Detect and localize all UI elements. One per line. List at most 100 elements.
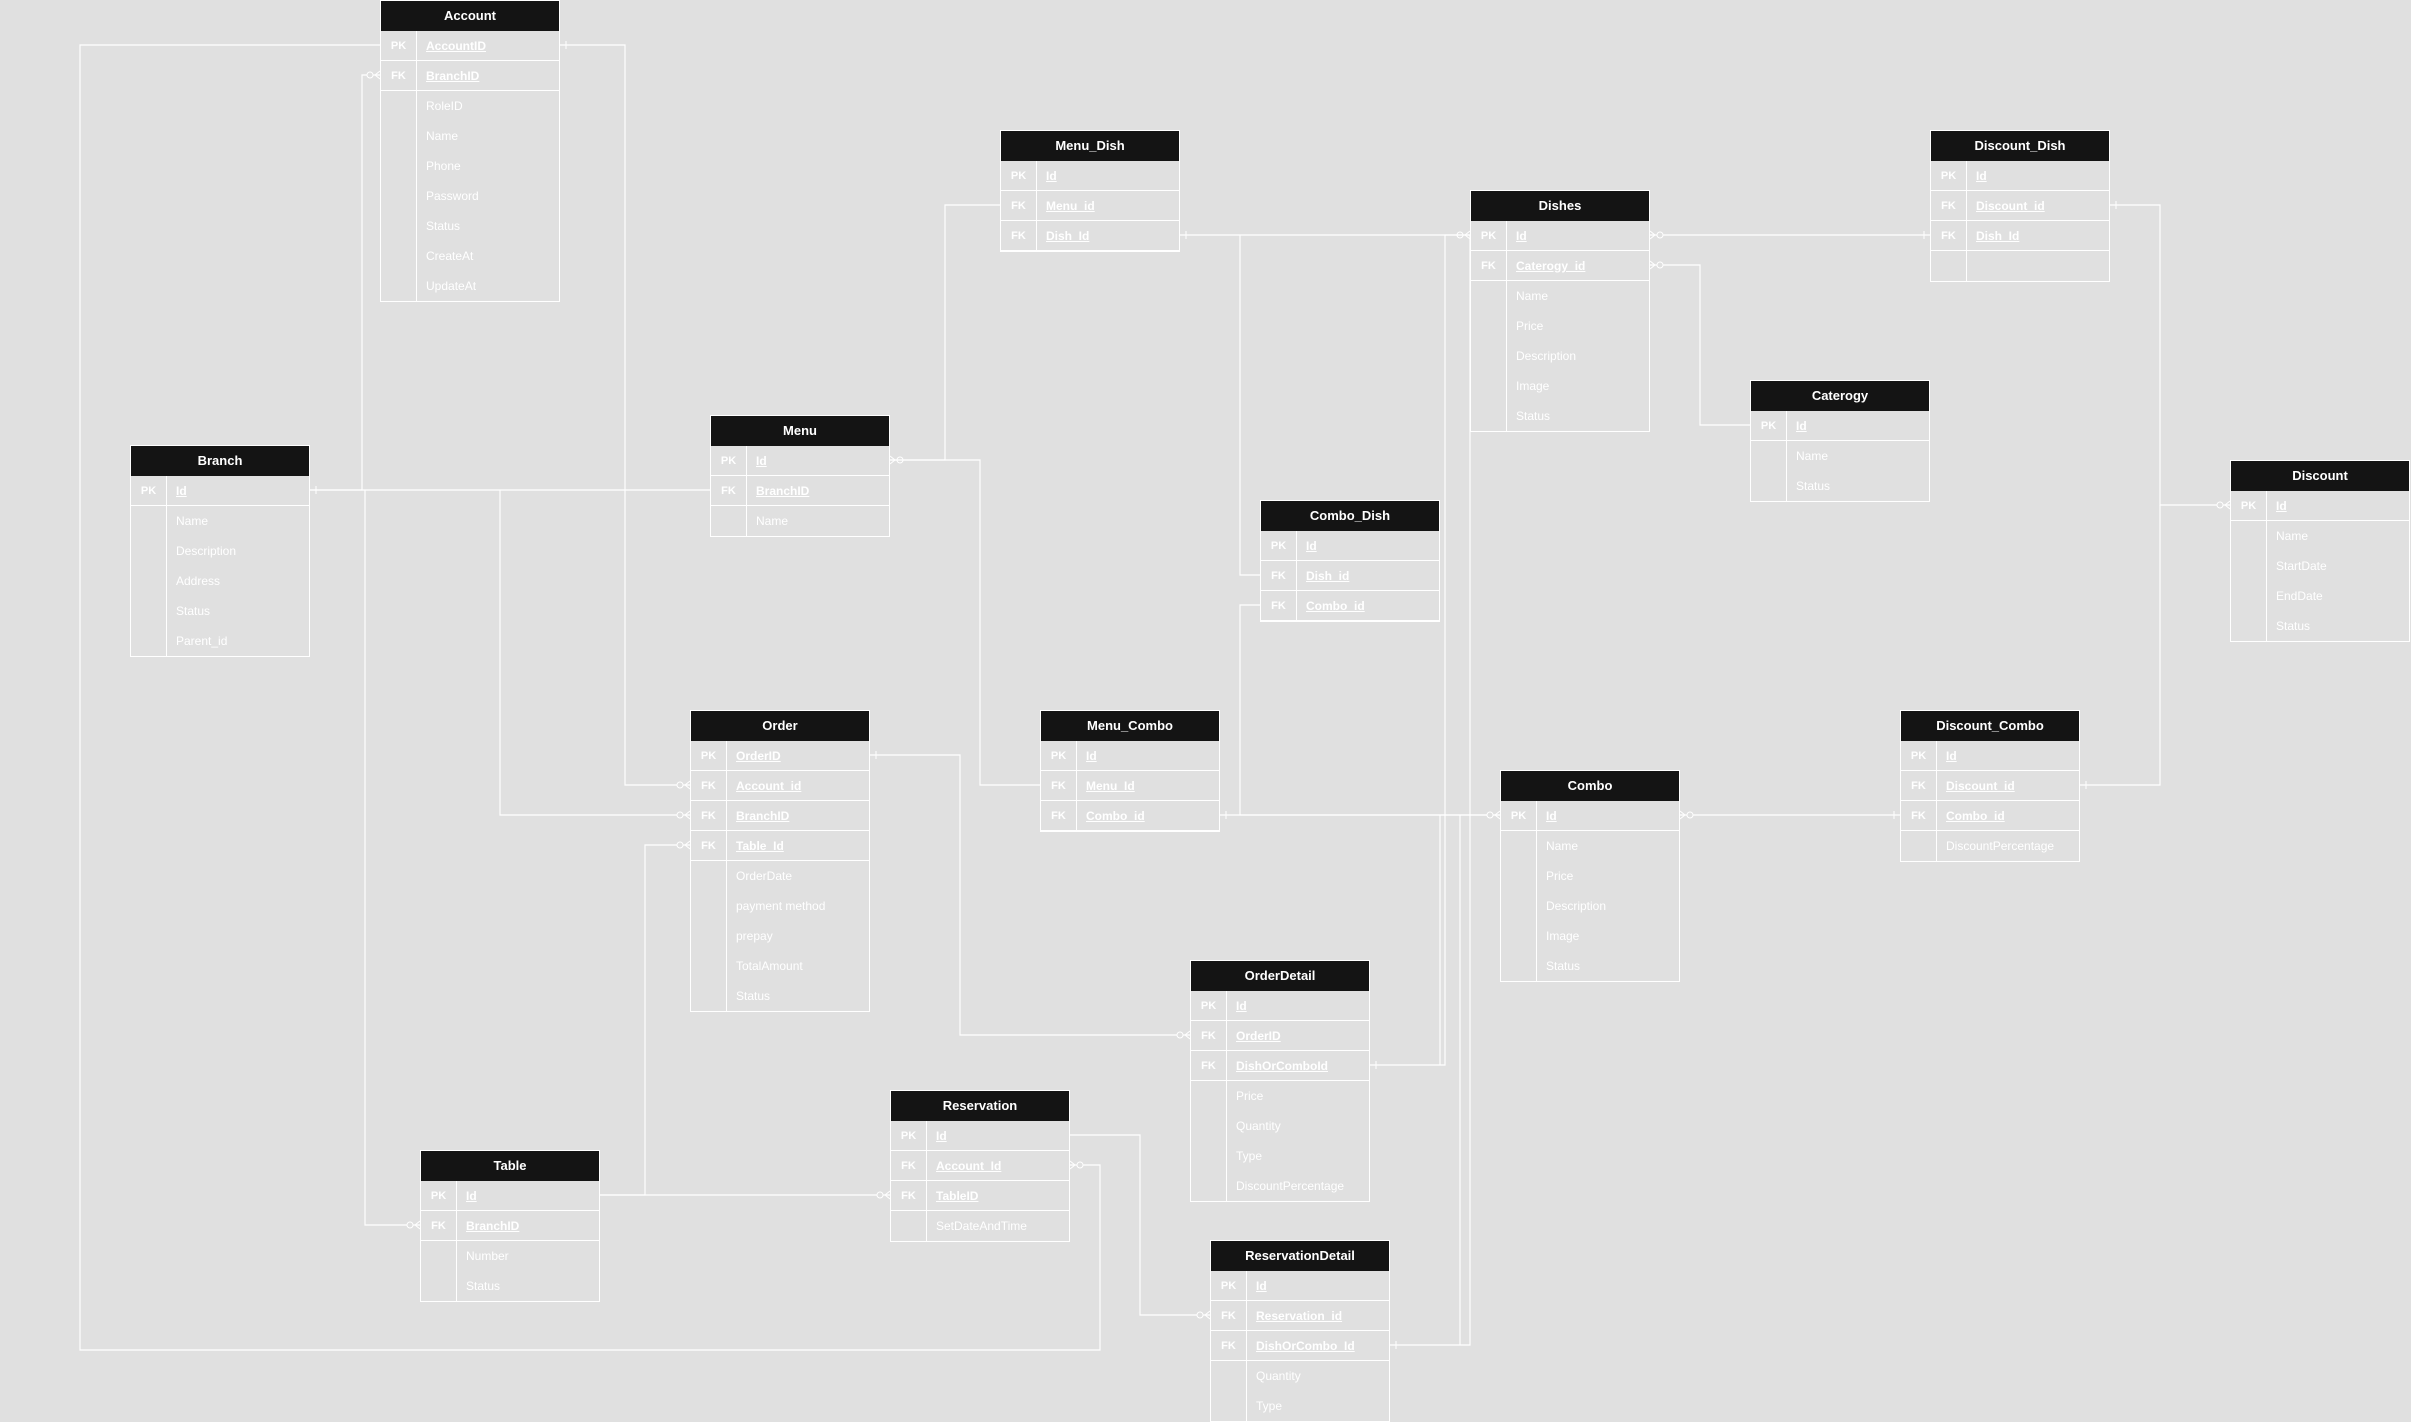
field-name: Description: [1546, 899, 1607, 913]
field-name: Status: [466, 1279, 501, 1293]
entity-order[interactable]: Order PK OrderID FK Account_id FK BranchID FK Ta…: [690, 710, 870, 1012]
entity-row: FK Table_Id: [691, 831, 869, 861]
field-name: Id: [1086, 749, 1097, 763]
entity-title: Discount_Dish: [1931, 131, 2109, 161]
entity-discount[interactable]: Discount PK Id Name StartDate EndDate Status: [2230, 460, 2410, 642]
key-type-label: [691, 981, 727, 1011]
entity-row: FK Menu_Id: [1041, 771, 1219, 801]
entity-branch[interactable]: Branch PK Id Name Description Address Status Pa…: [130, 445, 310, 657]
entity-title: Dishes: [1471, 191, 1649, 221]
entity-caterogy[interactable]: Caterogy PK Id Name Status: [1750, 380, 1930, 502]
key-type-label: [1471, 371, 1507, 401]
zero-or-many-marker: [676, 780, 691, 790]
relationship-line: [1370, 234, 1470, 1066]
key-type-label: [381, 241, 417, 271]
entity-orderdetail[interactable]: OrderDetail PK Id FK OrderID FK DishOrComboId P…: [1190, 960, 1370, 1202]
entity-reservation[interactable]: Reservation PK Id FK Account_Id FK TableID SetD…: [890, 1090, 1070, 1242]
key-type-label: [1471, 311, 1507, 341]
key-type-label: [691, 951, 727, 981]
zero-or-many-marker: [1649, 230, 1664, 240]
key-type-label: [1501, 951, 1537, 981]
key-type-label: FK: [1191, 1021, 1227, 1050]
entity-reservationdetail[interactable]: ReservationDetail PK Id FK Reservation_id FK D…: [1210, 1240, 1390, 1422]
entity-row: Image: [1501, 921, 1679, 951]
key-type-label: PK: [1001, 161, 1037, 190]
entity-row: Name: [1471, 281, 1649, 311]
entity-row: FK Combo_id: [1041, 801, 1219, 831]
entity-title: Caterogy: [1751, 381, 1929, 411]
entity-row: Quantity: [1211, 1361, 1389, 1391]
key-type-label: FK: [711, 476, 747, 505]
field-name: TableID: [936, 1189, 979, 1203]
field-name: Discount_id: [1946, 779, 2015, 793]
entity-row: PK Id: [1751, 411, 1929, 441]
zero-or-many-marker: [366, 70, 381, 80]
entity-title: Order: [691, 711, 869, 741]
field-name: Status: [1516, 409, 1551, 423]
field-name: OrderDate: [736, 869, 793, 883]
field-name: Id: [1546, 809, 1557, 823]
relationship-line: [79, 44, 1101, 1351]
field-name: Name: [1546, 839, 1579, 853]
entity-row: PK OrderID: [691, 741, 869, 771]
key-type-label: [381, 91, 417, 121]
field-name: Name: [1796, 449, 1829, 463]
key-type-label: PK: [691, 741, 727, 770]
field-name: Discount_id: [1976, 199, 2045, 213]
key-type-label: FK: [1001, 191, 1037, 220]
entity-title: Account: [381, 1, 559, 31]
field-name: Dish_id: [1306, 569, 1350, 583]
key-type-label: [131, 506, 167, 536]
field-name: Combo_id: [1086, 809, 1145, 823]
field-name: DishOrCombo_Id: [1256, 1339, 1355, 1353]
key-type-label: FK: [891, 1181, 927, 1210]
entity-dishes[interactable]: Dishes PK Id FK Caterogy_id Name Price Descript…: [1470, 190, 1650, 432]
entity-row: PK Id: [1191, 991, 1369, 1021]
field-name: Id: [176, 484, 187, 498]
field-name: Id: [756, 454, 767, 468]
field-name: SetDateAndTime: [936, 1219, 1027, 1233]
entity-title: Branch: [131, 446, 309, 476]
field-name: Combo_id: [1306, 599, 1365, 613]
entity-row: FK Reservation_id: [1211, 1301, 1389, 1331]
entity-row: Number: [421, 1241, 599, 1271]
key-type-label: [691, 921, 727, 951]
entity-menu[interactable]: Menu PK Id FK BranchID Name: [710, 415, 890, 537]
field-name: Menu_id: [1046, 199, 1095, 213]
entity-combo-dish[interactable]: Combo_Dish PK Id FK Dish_id FK Combo_id: [1260, 500, 1440, 622]
entity-discount-combo[interactable]: Discount_Combo PK Id FK Discount_id FK Combo_i…: [1900, 710, 2080, 862]
entity-row: Address: [131, 566, 309, 596]
relationship-line: [890, 204, 1000, 461]
entity-account[interactable]: Account PK AccountID FK BranchID RoleID Name Ph…: [380, 0, 560, 302]
field-name: Password: [426, 189, 479, 203]
field-name: Id: [2276, 499, 2287, 513]
key-type-label: FK: [691, 801, 727, 830]
entity-row: RoleID: [381, 91, 559, 121]
key-type-label: FK: [1471, 251, 1507, 280]
entity-row: PK Id: [131, 476, 309, 506]
key-type-label: PK: [1471, 221, 1507, 250]
entity-menu-combo[interactable]: Menu_Combo PK Id FK Menu_Id FK Combo_id: [1040, 710, 1220, 832]
field-name: BranchID: [756, 484, 810, 498]
field-name: AccountID: [426, 39, 486, 53]
entity-row: OrderDate: [691, 861, 869, 891]
entity-row: Name: [1751, 441, 1929, 471]
field-name: CreateAt: [426, 249, 474, 263]
entity-combo[interactable]: Combo PK Id Name Price Description Image Status: [1500, 770, 1680, 982]
key-type-label: [1501, 831, 1537, 861]
field-name: Account_Id: [936, 1159, 1002, 1173]
entity-row: PK Id: [1901, 741, 2079, 771]
entity-menu-dish[interactable]: Menu_Dish PK Id FK Menu_id FK Dish_Id: [1000, 130, 1180, 252]
entity-discount-dish[interactable]: Discount_Dish PK Id FK Discount_id FK Dish_Id: [1930, 130, 2110, 282]
entity-row: PK Id: [421, 1181, 599, 1211]
field-name: [1967, 251, 2109, 281]
field-name: payment method: [736, 899, 826, 913]
relationship-line: [310, 74, 380, 491]
zero-or-many-marker: [676, 840, 691, 850]
entity-table[interactable]: Table PK Id FK BranchID Number Status: [420, 1150, 600, 1302]
entity-row: FK Combo_id: [1901, 801, 2079, 831]
key-type-label: FK: [1041, 801, 1077, 830]
field-name: DiscountPercentage: [1236, 1179, 1345, 1193]
field-name: Id: [1236, 999, 1247, 1013]
